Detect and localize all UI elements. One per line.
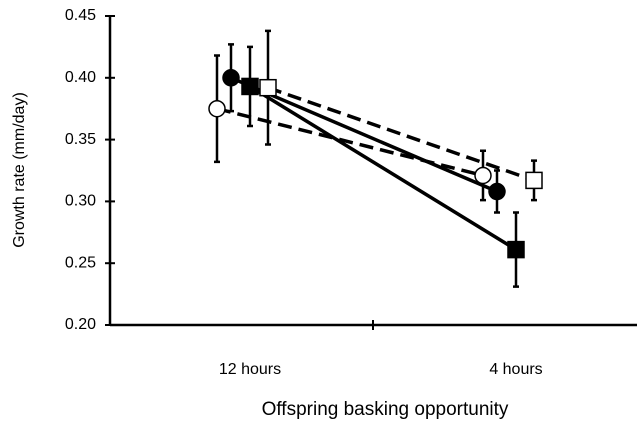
marker xyxy=(488,182,506,201)
series-line xyxy=(267,86,535,183)
y-tick-label: 0.30 xyxy=(65,193,96,210)
marker xyxy=(474,166,492,185)
y-tick-label: 0.40 xyxy=(65,69,96,86)
series-line xyxy=(249,84,517,252)
y-tick-label: 0.25 xyxy=(65,254,96,271)
y-tick-label: 0.20 xyxy=(65,316,96,333)
marker xyxy=(525,171,543,190)
marker xyxy=(241,77,259,96)
x-tick-label: 12 hours xyxy=(219,361,281,378)
series-line xyxy=(230,76,498,194)
marker xyxy=(222,69,240,87)
marker xyxy=(507,240,525,259)
x-axis-label: Offspring basking opportunity xyxy=(262,399,509,420)
series-line xyxy=(216,107,484,178)
marker xyxy=(208,99,226,118)
y-tick-label: 0.35 xyxy=(65,131,96,148)
y-tick-label: 0.45 xyxy=(65,7,96,24)
x-tick-label: 4 hours xyxy=(489,361,542,378)
marker xyxy=(259,78,277,97)
y-axis-label: Growth rate (mm/day) xyxy=(11,92,28,248)
